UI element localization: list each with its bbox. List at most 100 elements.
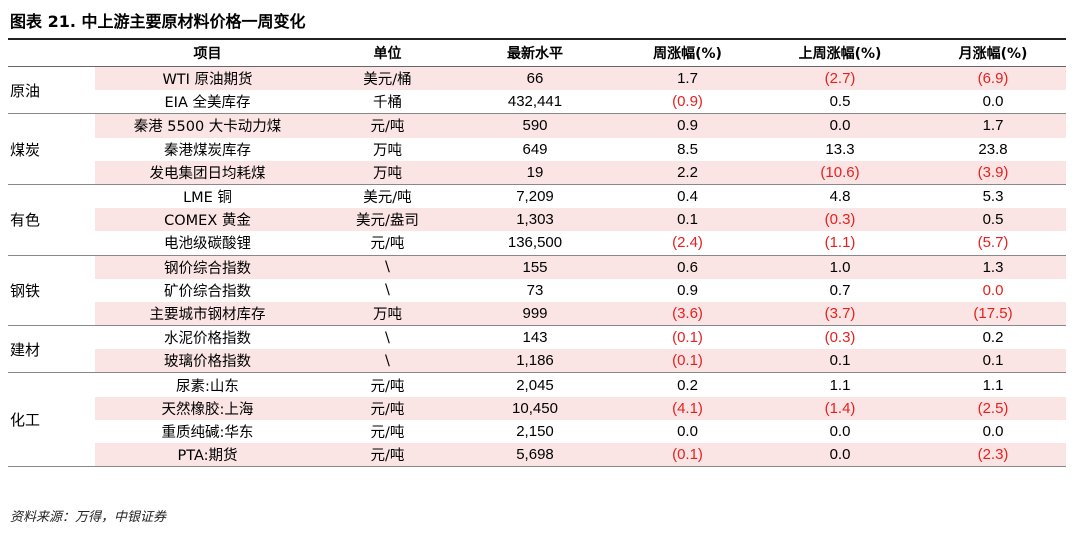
last-week-cell: (0.3) [760,208,920,232]
item-cell: 尿素:山东 [95,372,320,397]
month-cell: (17.5) [920,301,1066,327]
table-row: 秦港煤炭库存 万吨 649 8.5 13.3 23.8 [8,138,1066,161]
week-cell: 2.2 [615,160,760,185]
latest-cell: 2,150 [516,422,554,440]
month-cell: (2.3) [920,443,1066,468]
column-header: 周涨幅(%) [615,39,760,67]
unit-cell: 美元/盎司 [320,208,455,232]
month-cell: 0.0 [982,281,1004,299]
unit-cell: 千桶 [320,90,455,115]
latest-cell: 1,303 [455,208,615,232]
unit-cell: \ [320,325,455,350]
column-header: 单位 [320,39,455,67]
table-row: 矿价综合指数 \ 73 0.9 0.7 0.0 [8,279,1066,302]
last-week-cell: 0.0 [829,422,851,440]
unit-cell: \ [320,349,455,374]
latest-cell: 10,450 [455,396,615,420]
table-row: 建材 水泥价格指数 \ 143 (0.1) (0.3) 0.2 [8,325,1066,374]
unit-cell: 万吨 [320,160,455,185]
last-week-cell: (1.4) [760,396,920,420]
latest-cell: 19 [455,160,615,185]
item-cell: LME 铜 [95,183,320,209]
item-cell: 水泥价格指数 [95,325,320,350]
column-header: 上周涨幅(%) [760,39,920,67]
last-week-cell: 0.5 [760,90,920,115]
item-cell: 发电集团日均耗煤 [95,160,320,185]
unit-cell: 元/吨 [320,396,455,420]
week-cell: 0.6 [615,254,760,279]
week-cell: (0.1) [615,443,760,468]
group-label: 钢铁 [8,254,95,327]
month-cell: 0.5 [920,208,1066,232]
item-cell: 矿价综合指数 [164,283,251,300]
latest-cell: 66 [455,66,615,91]
table-row: 钢铁 钢价综合指数 \ 155 0.6 1.0 1.3 [8,254,1066,327]
month-cell: (6.9) [920,66,1066,91]
table-row: 原油 WTI 原油期货 美元/桶 66 1.7 (2.7) (6.9) [8,65,1066,115]
last-week-cell: 1.0 [760,254,920,279]
table-row: 煤炭 秦港 5500 大卡动力煤 元/吨 590 0.9 0.0 1.7 [8,113,1066,185]
group-label: 原油 [8,65,95,115]
last-week-cell: 0.1 [760,349,920,374]
latest-cell: 5,698 [455,443,615,468]
unit-cell: 万吨 [320,301,455,327]
header-row: 项目 单位 最新水平 周涨幅(%) 上周涨幅(%) 月涨幅(%) [8,39,1066,67]
table-row: 天然橡胶:上海 元/吨 10,450 (4.1) (1.4) (2.5) [8,396,1066,420]
unit-cell: \ [320,254,455,279]
unit-cell: 元/吨 [320,231,455,256]
month-cell: (2.5) [920,396,1066,420]
week-cell: 0.9 [615,113,760,138]
latest-cell: 432,441 [455,90,615,115]
last-week-cell: (1.1) [760,231,920,256]
table-row: 主要城市钢材库存 万吨 999 (3.6) (3.7) (17.5) [8,301,1066,327]
week-cell: 0.4 [615,183,760,209]
group-label: 建材 [8,325,95,374]
last-week-cell: 1.1 [760,372,920,397]
month-cell: 0.0 [920,90,1066,115]
table-row: COMEX 黄金 美元/盎司 1,303 0.1 (0.3) 0.5 [8,208,1066,232]
week-cell: (0.1) [615,349,760,374]
last-week-cell: (3.7) [760,301,920,327]
table-row: 电池级碳酸锂 元/吨 136,500 (2.4) (1.1) (5.7) [8,231,1066,256]
unit-cell: 万吨 [373,142,402,159]
week-cell: (3.6) [615,301,760,327]
table-row: 有色 LME 铜美元/吨 7,209 0.4 4.8 5.3 [8,183,1066,256]
table-row: 重质纯碱:华东 元/吨 2,150 0.0 0.0 0.0 [8,420,1066,443]
item-cell: 秦港 5500 大卡动力煤 [95,113,320,138]
item-cell: PTA:期货 [95,443,320,468]
latest-cell: 155 [455,254,615,279]
item-cell: 秦港煤炭库存 [164,142,251,159]
latest-cell: 73 [526,281,544,299]
unit-cell: 元/吨 [320,443,455,468]
week-cell: 1.7 [615,66,760,91]
table-row: PTA:期货 元/吨 5,698 (0.1) 0.0 (2.3) [8,443,1066,468]
item-cell: 钢价综合指数 [95,254,320,279]
week-cell: (0.9) [615,90,760,115]
last-week-cell: 0.0 [760,443,920,468]
column-header: 月涨幅(%) [920,39,1066,67]
item-cell: COMEX 黄金 [95,208,320,232]
month-cell: 0.0 [982,422,1004,440]
last-week-cell: 0.7 [829,281,851,299]
month-cell: 1.3 [920,254,1066,279]
table-row: 发电集团日均耗煤 万吨 19 2.2 (10.6) (3.9) [8,160,1066,185]
table-title: 图表 21. 中上游主要原材料价格一周变化 [10,12,306,31]
group-label: 有色 [8,183,95,256]
table-row: EIA 全美库存 千桶 432,441 (0.9) 0.5 0.0 [8,90,1066,115]
item-cell: 主要城市钢材库存 [95,301,320,327]
item-cell: EIA 全美库存 [95,90,320,115]
unit-cell: 元/吨 [370,424,405,441]
week-cell: 0.9 [677,281,698,299]
unit-cell: 美元/吨 [320,183,455,209]
week-cell: (4.1) [615,396,760,420]
latest-cell: 590 [455,113,615,138]
month-cell: 1.7 [920,113,1066,138]
latest-cell: 2,045 [455,372,615,397]
header-cell [8,39,95,67]
column-header: 项目 [95,39,320,67]
last-week-cell: 4.8 [760,183,920,209]
week-cell: 0.2 [615,372,760,397]
source-note: 资料来源：万得，中银证券 [10,510,167,525]
item-cell: 电池级碳酸锂 [95,231,320,256]
